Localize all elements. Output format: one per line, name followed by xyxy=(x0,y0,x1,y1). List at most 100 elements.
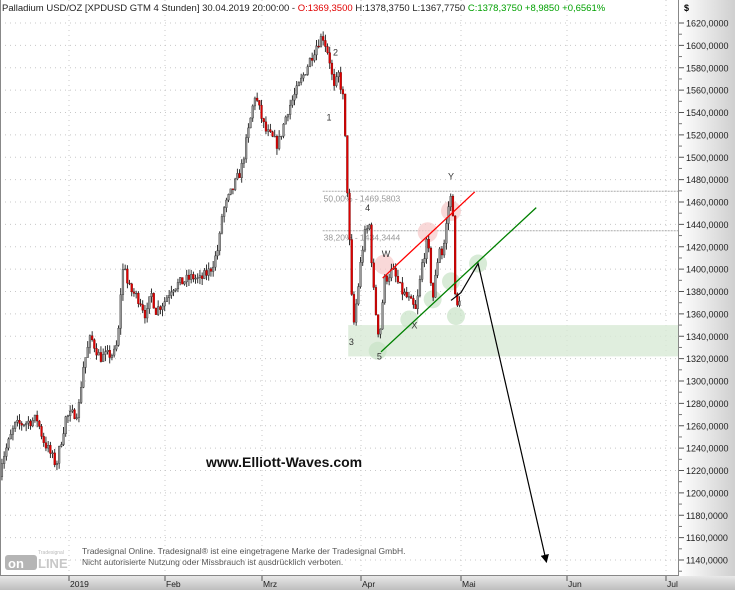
candle-up xyxy=(196,277,199,279)
candle-up xyxy=(198,275,202,278)
candle-up xyxy=(172,290,175,293)
copyright-line-1: Tradesignal Online. Tradesignal® ist ein… xyxy=(82,546,406,556)
candle-down xyxy=(372,262,375,288)
candle-up xyxy=(240,163,243,178)
candle-down xyxy=(18,420,21,424)
candle-down xyxy=(350,239,353,295)
y-tick-label: 1440,0000 xyxy=(686,220,729,230)
y-tick-label: 1200,0000 xyxy=(686,488,729,498)
candle-down xyxy=(370,224,373,264)
candle-up xyxy=(82,367,85,388)
candle-up xyxy=(361,249,364,263)
candle-up xyxy=(366,228,369,230)
candle-up xyxy=(135,292,138,295)
candle-up xyxy=(225,199,228,208)
candle-down xyxy=(264,121,268,132)
candle-up xyxy=(304,74,307,76)
candle-up xyxy=(86,347,89,358)
candle-up xyxy=(282,123,285,137)
candle-up xyxy=(234,178,237,190)
header-change: +8,9850 xyxy=(524,3,560,14)
fibonacci-label: 38,20% - 1434,3444 xyxy=(324,233,401,243)
candle-up xyxy=(119,294,122,329)
candle-up xyxy=(106,350,109,352)
candle-down xyxy=(137,292,140,304)
candle-up xyxy=(66,415,70,417)
candle-down xyxy=(440,248,444,256)
wave-label: W xyxy=(382,249,391,259)
candle-down xyxy=(205,270,208,276)
candle-down xyxy=(401,282,404,295)
candle-up xyxy=(174,288,177,291)
candle-down xyxy=(275,136,279,149)
candle-up xyxy=(267,129,270,132)
candle-up xyxy=(337,72,340,77)
candle-down xyxy=(130,283,133,293)
candle-up xyxy=(102,354,105,362)
candle-up xyxy=(300,77,303,83)
candle-down xyxy=(399,281,402,284)
candle-up xyxy=(434,275,437,298)
header-open: O:1369,3500 xyxy=(297,3,353,14)
candle-down xyxy=(73,409,76,419)
candle-up xyxy=(355,303,358,323)
candle-down xyxy=(192,274,195,280)
wave-label: 4 xyxy=(365,203,370,213)
candle-down xyxy=(38,420,41,427)
candle-up xyxy=(0,463,4,477)
candle-up xyxy=(33,414,37,421)
candle-up xyxy=(284,116,287,125)
candle-up xyxy=(31,420,34,427)
candle-down xyxy=(269,129,272,132)
candle-down xyxy=(29,420,32,427)
svg-text:LINE: LINE xyxy=(38,556,68,571)
candle-down xyxy=(260,104,263,119)
candle-down xyxy=(152,293,155,309)
y-tick-label: 1280,0000 xyxy=(686,399,729,409)
candle-up xyxy=(368,224,371,229)
candle-up xyxy=(249,117,252,129)
candle-down xyxy=(154,307,158,315)
candle-down xyxy=(231,188,235,190)
candle-down xyxy=(262,118,265,123)
candle-up xyxy=(179,277,182,283)
candle-up xyxy=(251,105,254,119)
forecast-arrow xyxy=(450,261,549,564)
candle-up xyxy=(421,262,424,280)
header-change-pct: +0,6561% xyxy=(562,3,606,14)
highlight-circle-green xyxy=(368,341,387,360)
candle-up xyxy=(62,433,65,445)
candle-up xyxy=(227,194,230,201)
candle-down xyxy=(49,445,52,454)
candle-down xyxy=(311,58,314,61)
fibonacci-label: 50,00% - 1469,5803 xyxy=(324,193,401,203)
candle-up xyxy=(458,301,461,306)
y-tick-label: 1380,0000 xyxy=(686,287,729,297)
y-tick-label: 1340,0000 xyxy=(686,332,729,342)
svg-text:on: on xyxy=(8,556,24,571)
candle-down xyxy=(451,196,455,217)
candle-up xyxy=(176,282,180,290)
candle-up xyxy=(25,422,28,426)
candle-up xyxy=(247,127,250,139)
candle-up xyxy=(297,82,301,86)
candle-up xyxy=(47,445,50,449)
x-tick-label: Mrz xyxy=(263,579,277,589)
candle-up xyxy=(220,216,224,234)
y-axis-panel xyxy=(679,0,735,576)
candle-down xyxy=(414,304,417,309)
candle-up xyxy=(286,114,290,118)
candle-up xyxy=(88,335,92,348)
y-tick-label: 1360,0000 xyxy=(686,309,729,319)
candle-down xyxy=(271,131,274,137)
candle-down xyxy=(394,268,397,277)
y-tick-label: 1480,0000 xyxy=(686,175,729,185)
candle-up xyxy=(163,301,166,307)
candle-down xyxy=(322,36,325,41)
candle-down xyxy=(91,335,94,341)
candle-up xyxy=(289,104,292,115)
y-tick-label: 1540,0000 xyxy=(686,108,729,118)
y-tick-label: 1580,0000 xyxy=(686,63,729,73)
candle-up xyxy=(168,295,171,299)
candle-up xyxy=(308,58,312,67)
